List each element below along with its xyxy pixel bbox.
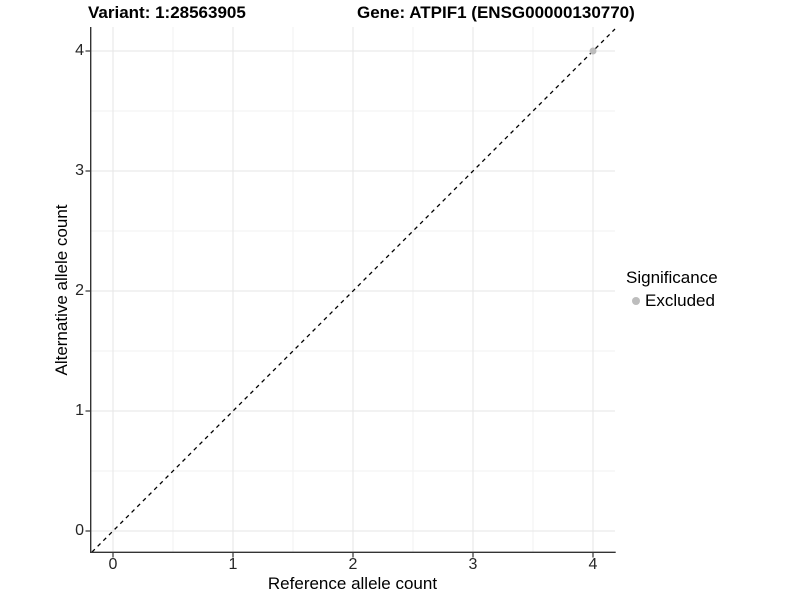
- legend: Significance Excluded: [626, 268, 718, 311]
- variant-title: Variant: 1:28563905: [88, 3, 246, 22]
- y-tick-label: 3: [75, 162, 84, 179]
- y-tick-label: 2: [75, 282, 84, 299]
- y-tick-label: 4: [75, 42, 84, 59]
- x-tick-label: 4: [588, 556, 598, 573]
- plot-panel: [85, 27, 616, 558]
- legend-entry-label: Excluded: [645, 291, 715, 310]
- legend-entries: Excluded: [626, 291, 718, 311]
- x-tick-label: 0: [108, 556, 118, 573]
- x-tick-label: 1: [228, 556, 238, 573]
- identity-reference-line: [91, 28, 616, 553]
- legend-marker-circle-icon: [632, 297, 640, 305]
- gene-title: Gene: ATPIF1 (ENSG00000130770): [357, 3, 635, 22]
- y-tick-label: 0: [75, 522, 84, 539]
- y-tick-label: 1: [75, 402, 84, 419]
- data-point: [589, 47, 597, 55]
- x-tick-label: 2: [348, 556, 358, 573]
- x-tick-label: 3: [468, 556, 478, 573]
- legend-title: Significance: [626, 268, 718, 287]
- legend-entry: Excluded: [626, 291, 718, 311]
- x-axis-label: Reference allele count: [267, 574, 438, 593]
